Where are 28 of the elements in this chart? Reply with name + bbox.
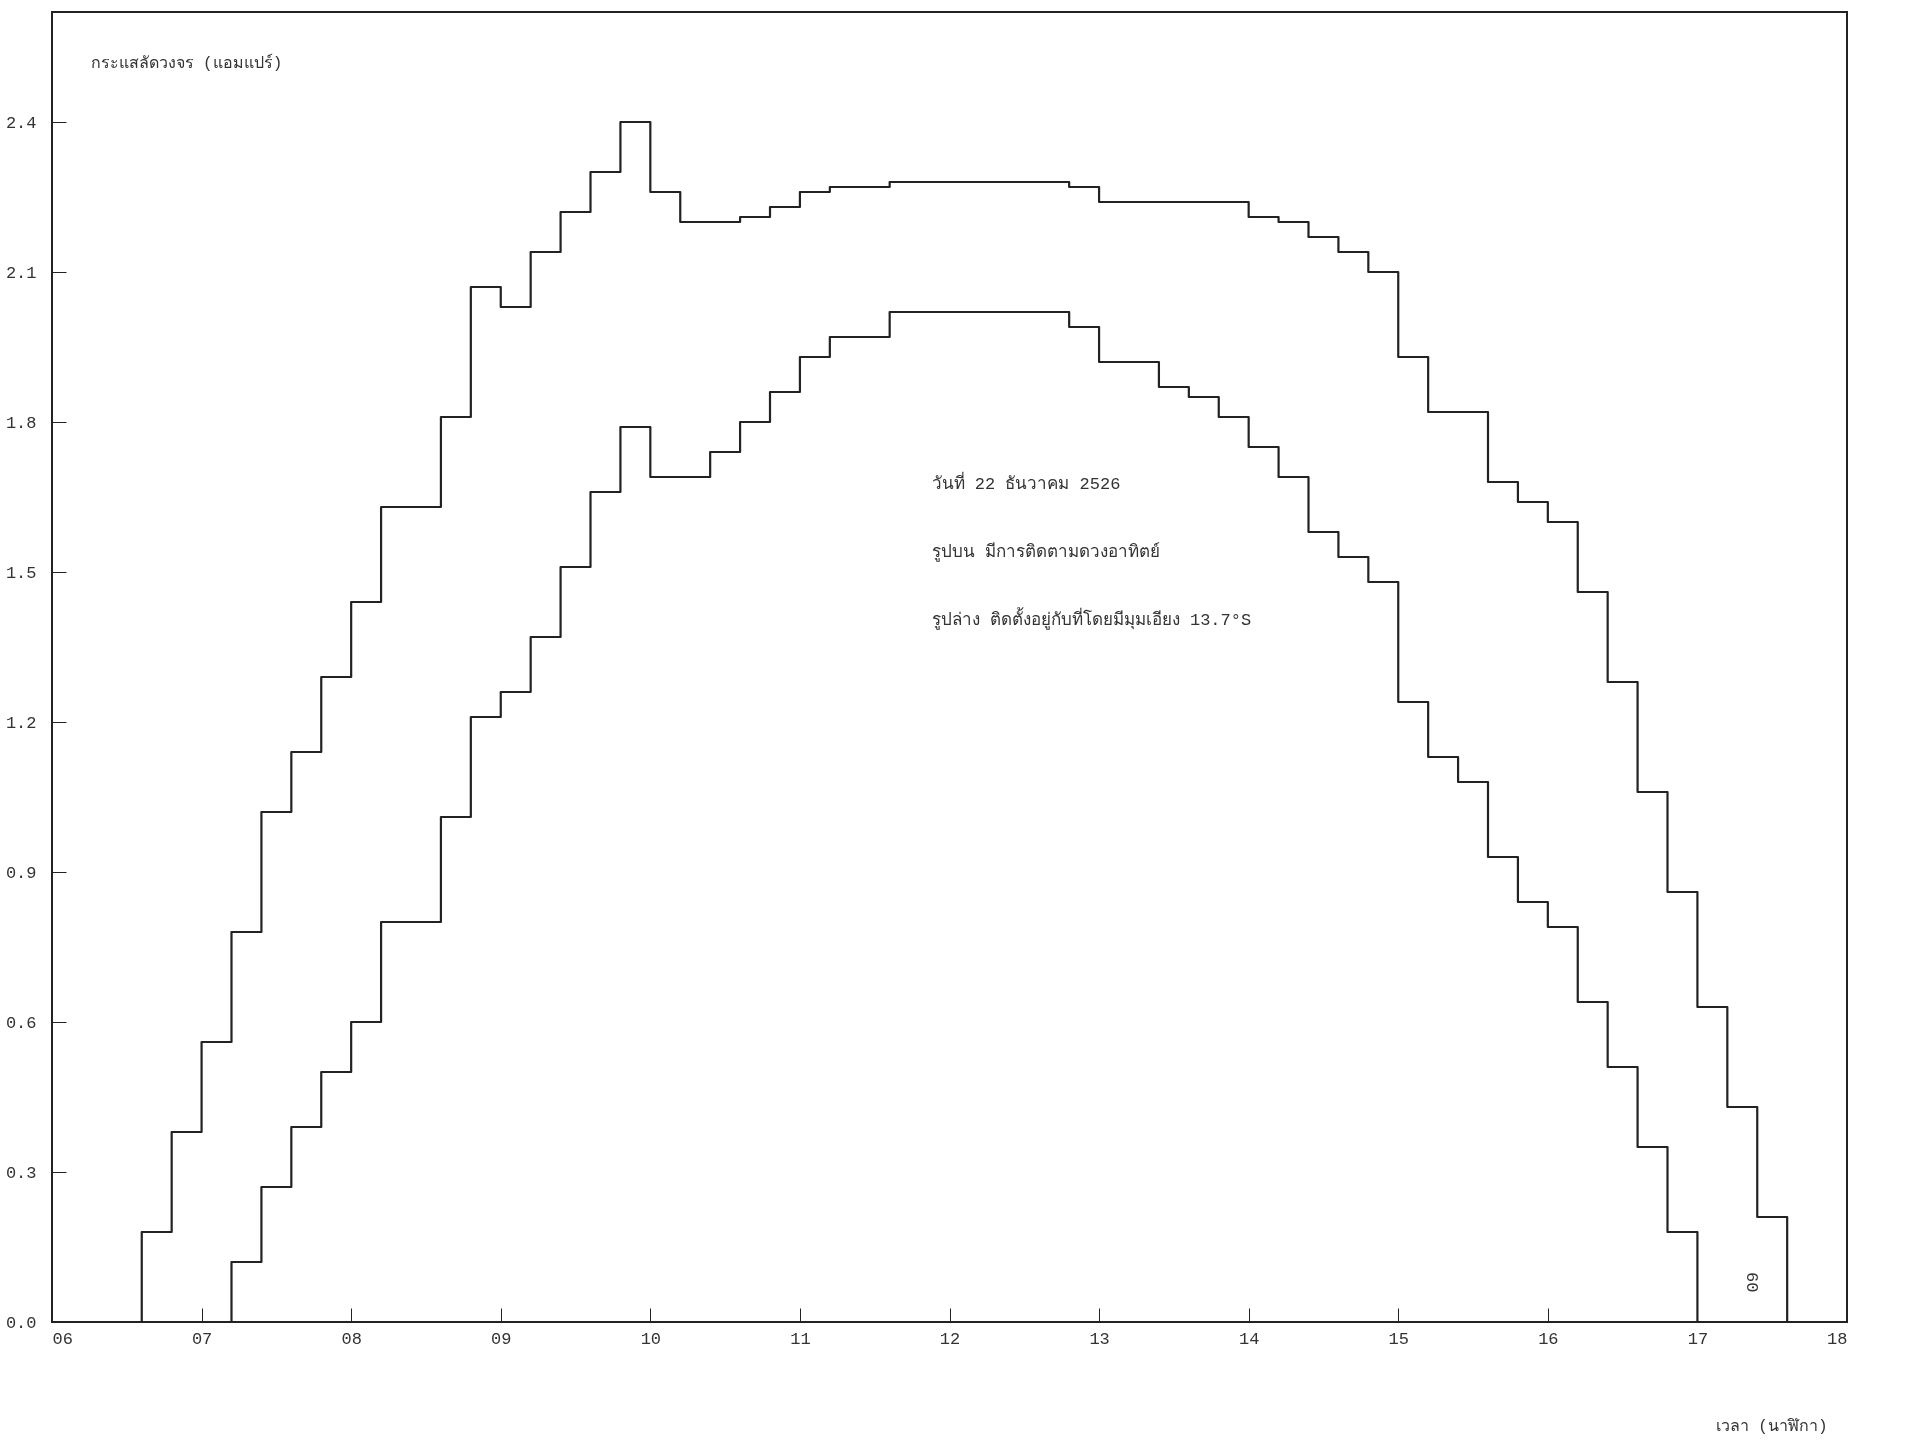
y-tick-label: 2.4 [5,113,37,133]
y-tick-label: 0.6 [5,1013,37,1033]
annotation: วันที่ 22 ธันวาคม 2526 [931,470,1121,494]
y-tick-label: 1.2 [5,713,37,733]
y-tick-label: 1.5 [5,563,37,583]
x-tick-label: 13 [1089,1329,1110,1349]
annotation: รูปล่าง ติดตั้งอยู่กับที่โดยมีมุมเอียง 13.7°S [931,606,1252,630]
y-tick-label: 2.1 [5,263,37,283]
x-tick-label: 16 [1538,1329,1559,1349]
x-tick-label: 07 [191,1329,213,1349]
x-tick-label: 09 [491,1329,512,1349]
y-tick-label: 0.9 [5,863,37,883]
x-tick-label: 06 [52,1329,73,1349]
x-tick-label: 14 [1238,1329,1260,1349]
y-tick-label: 0.0 [5,1313,37,1333]
x-tick-label: 12 [939,1329,961,1349]
y-axis-title: กระแสลัดวงจร (แอมแปร์) [90,52,283,73]
x-tick-label: 08 [341,1329,362,1349]
x-tick-label: 15 [1388,1329,1409,1349]
x-tick-label: 10 [640,1329,662,1349]
annotation: รูปบน มีการติดตามดวงอาทิตย์ [931,541,1160,562]
annotation: 60 [1742,1272,1761,1293]
y-tick-label: 1.8 [5,413,37,433]
x-tick-label: 17 [1687,1329,1709,1349]
y-tick-label: 0.3 [5,1163,37,1183]
x-axis-title: เวลา (นาฬิกา) [1715,1417,1828,1436]
x-tick-label: 11 [790,1329,811,1349]
x-tick-label: 18 [1827,1329,1848,1349]
